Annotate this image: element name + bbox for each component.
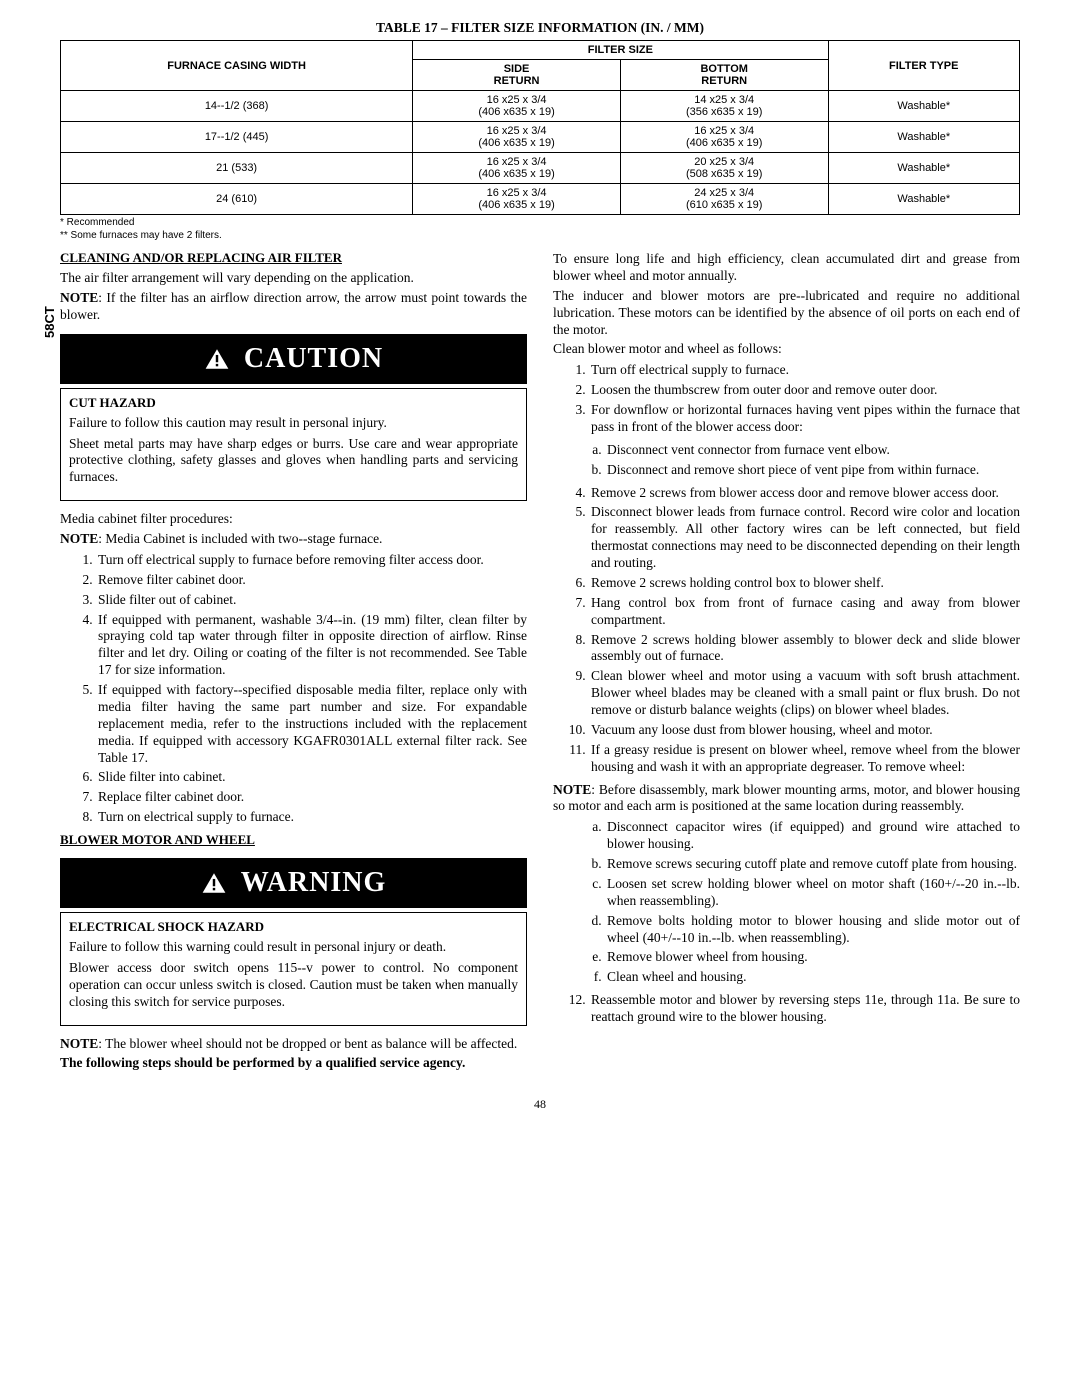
list-item: Disconnect capacitor wires (if equipped)… <box>605 819 1020 853</box>
list-item: Slide filter into cabinet. <box>96 769 527 786</box>
table-cell: 16 x25 x 3/4(406 x635 x 19) <box>620 122 828 153</box>
para: NOTE: If the filter has an airflow direc… <box>60 290 527 324</box>
page-number: 48 <box>60 1097 1020 1112</box>
note-label: NOTE <box>60 531 98 546</box>
note-label: NOTE <box>60 1036 98 1051</box>
para: NOTE: Media Cabinet is included with two… <box>60 531 527 548</box>
filter-procedure-list: Turn off electrical supply to furnace be… <box>96 552 527 826</box>
table-row: 17--1/2 (445)16 x25 x 3/4(406 x635 x 19)… <box>61 122 1020 153</box>
th-bottom: BOTTOMRETURN <box>620 60 828 91</box>
table-cell: 16 x25 x 3/4(406 x635 x 19) <box>413 184 621 215</box>
para: Blower access door switch opens 115--v p… <box>69 960 518 1011</box>
list-item: Turn off electrical supply to furnace. <box>589 362 1020 379</box>
table-cell: 16 x25 x 3/4(406 x635 x 19) <box>413 122 621 153</box>
list-item: If equipped with factory--specified disp… <box>96 682 527 766</box>
th-side: SIDERETURN <box>413 60 621 91</box>
para: NOTE: The blower wheel should not be dro… <box>60 1036 527 1053</box>
table-footnotes: * Recommended ** Some furnaces may have … <box>60 217 1020 242</box>
list-item: Turn on electrical supply to furnace. <box>96 809 527 826</box>
list-item: Disconnect blower leads from furnace con… <box>589 504 1020 572</box>
para: NOTE: Before disassembly, mark blower mo… <box>553 782 1020 816</box>
list-item: Remove filter cabinet door. <box>96 572 527 589</box>
para: The inducer and blower motors are pre--l… <box>553 288 1020 339</box>
table-cell: 14 x25 x 3/4(356 x635 x 19) <box>620 91 828 122</box>
para: Clean blower motor and wheel as follows: <box>553 341 1020 358</box>
table-cell: 17--1/2 (445) <box>61 122 413 153</box>
footnote-1: * Recommended <box>60 217 1020 230</box>
warning-text: WARNING <box>241 867 386 899</box>
list-item: Disconnect vent connector from furnace v… <box>605 442 1020 459</box>
para: Failure to follow this warning could res… <box>69 939 518 956</box>
th-filter-size: FILTER SIZE <box>413 41 828 60</box>
table-cell: Washable* <box>828 91 1019 122</box>
blower-steps-1-3: Turn off electrical supply to furnace. Lo… <box>589 362 1020 436</box>
footnote-2: ** Some furnaces may have 2 filters. <box>60 230 1020 243</box>
para: To ensure long life and high efficiency,… <box>553 251 1020 285</box>
caution-box: CUT HAZARD Failure to follow this cautio… <box>60 388 527 502</box>
table-cell: Washable* <box>828 153 1019 184</box>
para: The following steps should be performed … <box>60 1055 527 1072</box>
warning-icon <box>201 871 227 895</box>
list-item: If a greasy residue is present on blower… <box>589 742 1020 776</box>
list-item: Hang control box from front of furnace c… <box>589 595 1020 629</box>
list-item: If equipped with permanent, washable 3/4… <box>96 612 527 680</box>
filter-size-table: FURNACE CASING WIDTH FILTER SIZE FILTER … <box>60 40 1020 215</box>
note-label: NOTE <box>553 782 591 797</box>
th-type: FILTER TYPE <box>828 41 1019 91</box>
list-item: Remove 2 screws from blower access door … <box>589 485 1020 502</box>
table-cell: 24 x25 x 3/4(610 x635 x 19) <box>620 184 828 215</box>
table-row: 24 (610)16 x25 x 3/4(406 x635 x 19)24 x2… <box>61 184 1020 215</box>
th-casing: FURNACE CASING WIDTH <box>61 41 413 91</box>
note-label: NOTE <box>60 290 98 305</box>
table-row: 21 (533)16 x25 x 3/4(406 x635 x 19)20 x2… <box>61 153 1020 184</box>
right-column: To ensure long life and high efficiency,… <box>553 248 1020 1075</box>
section-cleaning-filter: CLEANING AND/OR REPLACING AIR FILTER <box>60 250 527 266</box>
para: Sheet metal parts may have sharp edges o… <box>69 436 518 487</box>
warning-banner: WARNING <box>60 858 527 908</box>
table-cell: 20 x25 x 3/4(508 x635 x 19) <box>620 153 828 184</box>
blower-steps-4-11: Remove 2 screws from blower access door … <box>589 485 1020 776</box>
list-item: Reassemble motor and blower by reversing… <box>589 992 1020 1026</box>
list-item: Clean wheel and housing. <box>605 969 1020 986</box>
warning-icon <box>204 347 230 371</box>
table-cell: Washable* <box>828 184 1019 215</box>
table-row: 14--1/2 (368)16 x25 x 3/4(406 x635 x 19)… <box>61 91 1020 122</box>
list-item: Remove bolts holding motor to blower hou… <box>605 913 1020 947</box>
section-blower: BLOWER MOTOR AND WHEEL <box>60 832 527 848</box>
list-item: Slide filter out of cabinet. <box>96 592 527 609</box>
list-item: Remove 2 screws holding blower assembly … <box>589 632 1020 666</box>
caution-text: CAUTION <box>244 343 383 375</box>
hazard-title: CUT HAZARD <box>69 395 518 411</box>
table-cell: Washable* <box>828 122 1019 153</box>
table-cell: 16 x25 x 3/4(406 x635 x 19) <box>413 91 621 122</box>
list-item: Replace filter cabinet door. <box>96 789 527 806</box>
list-item: Remove 2 screws holding control box to b… <box>589 575 1020 592</box>
list-item: For downflow or horizontal furnaces havi… <box>589 402 1020 436</box>
hazard-title: ELECTRICAL SHOCK HAZARD <box>69 919 518 935</box>
blower-step11-sub: Disconnect capacitor wires (if equipped)… <box>605 819 1020 986</box>
warning-box: ELECTRICAL SHOCK HAZARD Failure to follo… <box>60 912 527 1026</box>
list-item: Disconnect and remove short piece of ven… <box>605 462 1020 479</box>
para: Media cabinet filter procedures: <box>60 511 527 528</box>
model-side-label: 58CT <box>42 306 57 338</box>
para: The air filter arrangement will vary dep… <box>60 270 527 287</box>
left-column: CLEANING AND/OR REPLACING AIR FILTER The… <box>60 248 527 1075</box>
table-title: TABLE 17 – FILTER SIZE INFORMATION (IN. … <box>60 20 1020 36</box>
list-item: Remove screws securing cutoff plate and … <box>605 856 1020 873</box>
list-item: Clean blower wheel and motor using a vac… <box>589 668 1020 719</box>
list-item: Vacuum any loose dust from blower housin… <box>589 722 1020 739</box>
table-cell: 21 (533) <box>61 153 413 184</box>
list-item: Loosen the thumbscrew from outer door an… <box>589 382 1020 399</box>
list-item: Remove blower wheel from housing. <box>605 949 1020 966</box>
table-cell: 14--1/2 (368) <box>61 91 413 122</box>
para: Failure to follow this caution may resul… <box>69 415 518 432</box>
blower-step3-sub: Disconnect vent connector from furnace v… <box>605 442 1020 479</box>
blower-step-12: Reassemble motor and blower by reversing… <box>589 992 1020 1026</box>
list-item: Turn off electrical supply to furnace be… <box>96 552 527 569</box>
list-item: Loosen set screw holding blower wheel on… <box>605 876 1020 910</box>
caution-banner: CAUTION <box>60 334 527 384</box>
table-cell: 24 (610) <box>61 184 413 215</box>
table-cell: 16 x25 x 3/4(406 x635 x 19) <box>413 153 621 184</box>
